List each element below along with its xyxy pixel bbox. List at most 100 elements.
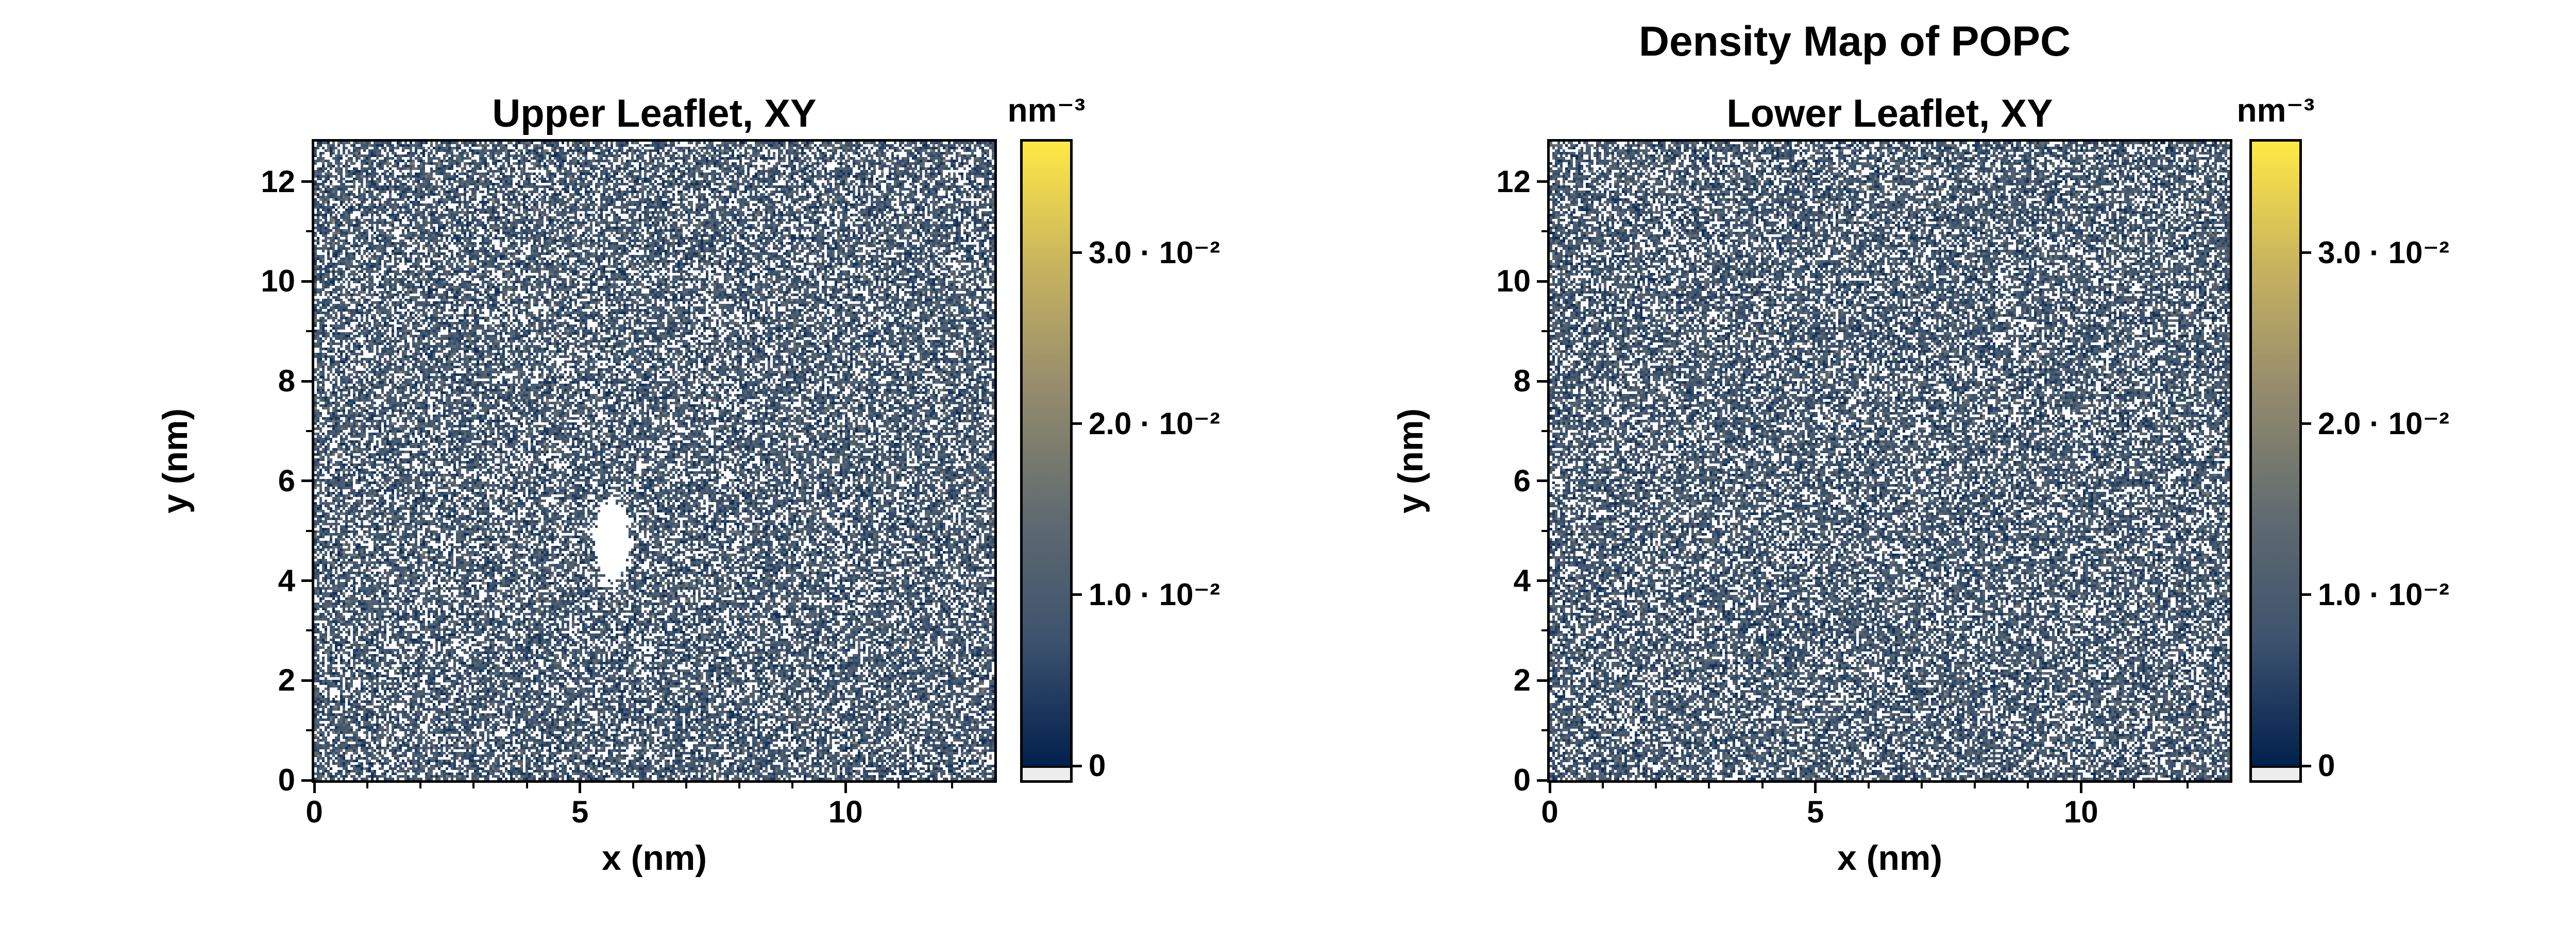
colorbar bbox=[2249, 139, 2302, 783]
y-minor-tick bbox=[306, 230, 312, 233]
x-minor-tick bbox=[1602, 783, 1604, 788]
y-tick-label: 4 bbox=[1513, 563, 1531, 598]
y-major-tick bbox=[1537, 380, 1547, 383]
colorbar bbox=[1020, 139, 1073, 783]
colorbar-tick-label: 0 bbox=[1089, 748, 1106, 783]
y-tick-label: 8 bbox=[278, 364, 295, 398]
colorbar-tick-label: 2.0 · 10⁻² bbox=[1089, 406, 1221, 441]
x-axis-label: x (nm) bbox=[1837, 838, 1942, 878]
colorbar-tick bbox=[1073, 422, 1082, 425]
y-major-tick bbox=[301, 579, 312, 582]
y-major-tick bbox=[1537, 679, 1547, 682]
x-major-tick bbox=[579, 783, 582, 793]
x-minor-tick bbox=[472, 783, 475, 788]
colorbar-under-swatch bbox=[2252, 766, 2299, 780]
y-tick-label: 2 bbox=[1513, 663, 1531, 698]
y-major-tick bbox=[301, 479, 312, 483]
y-minor-tick bbox=[306, 529, 312, 532]
y-major-tick bbox=[1537, 779, 1547, 782]
colorbar-tick bbox=[2302, 593, 2311, 596]
x-minor-tick bbox=[2133, 783, 2136, 788]
plot-area bbox=[1547, 139, 2232, 783]
colorbar-unit-label: nm⁻³ bbox=[2236, 92, 2315, 129]
colorbar-tick bbox=[1073, 251, 1082, 254]
y-major-tick bbox=[301, 679, 312, 682]
x-major-tick bbox=[2079, 783, 2082, 793]
y-minor-tick bbox=[306, 729, 312, 732]
x-minor-tick bbox=[1974, 783, 1976, 788]
y-tick-label: 0 bbox=[1513, 763, 1531, 797]
x-major-tick bbox=[313, 783, 316, 793]
x-minor-tick bbox=[632, 783, 634, 788]
y-tick-label: 10 bbox=[261, 264, 295, 299]
figure-title: Density Map of POPC bbox=[1638, 18, 2071, 65]
colorbar-gradient bbox=[2252, 142, 2299, 766]
colorbar-tick-label: 2.0 · 10⁻² bbox=[2318, 406, 2450, 441]
x-major-tick bbox=[1814, 783, 1817, 793]
y-major-tick bbox=[301, 380, 312, 383]
y-major-tick bbox=[301, 779, 312, 782]
colorbar-tick-label: 3.0 · 10⁻² bbox=[2318, 235, 2450, 270]
panel-title: Upper Leaflet, XY bbox=[492, 92, 817, 135]
y-tick-label: 8 bbox=[1513, 364, 1531, 398]
heatmap-canvas bbox=[314, 142, 994, 780]
colorbar-tick bbox=[2302, 422, 2311, 425]
x-major-tick bbox=[1548, 783, 1551, 793]
y-minor-tick bbox=[1541, 529, 1547, 532]
y-axis-label: y (nm) bbox=[1391, 408, 1430, 513]
x-tick-label: 0 bbox=[1541, 795, 1558, 829]
y-major-tick bbox=[1537, 280, 1547, 283]
colorbar-tick bbox=[1073, 764, 1082, 767]
plot-area bbox=[312, 139, 997, 783]
colorbar-under-swatch bbox=[1023, 766, 1070, 780]
y-major-tick bbox=[301, 280, 312, 283]
colorbar-tick-label: 1.0 · 10⁻² bbox=[2318, 577, 2450, 612]
x-minor-tick bbox=[1867, 783, 1870, 788]
x-tick-label: 5 bbox=[571, 795, 589, 829]
x-minor-tick bbox=[2027, 783, 2029, 788]
y-tick-label: 2 bbox=[278, 663, 295, 698]
y-axis-label: y (nm) bbox=[156, 408, 195, 513]
x-minor-tick bbox=[419, 783, 422, 788]
x-minor-tick bbox=[738, 783, 740, 788]
y-tick-label: 4 bbox=[278, 563, 295, 598]
x-tick-label: 10 bbox=[828, 795, 863, 829]
x-minor-tick bbox=[951, 783, 953, 788]
colorbar-tick-label: 3.0 · 10⁻² bbox=[1089, 235, 1221, 270]
y-minor-tick bbox=[306, 430, 312, 432]
x-minor-tick bbox=[1920, 783, 1923, 788]
x-minor-tick bbox=[685, 783, 687, 788]
y-major-tick bbox=[1537, 479, 1547, 483]
colorbar-tick bbox=[2302, 764, 2311, 767]
x-tick-label: 0 bbox=[306, 795, 323, 829]
y-tick-label: 0 bbox=[278, 763, 295, 797]
y-minor-tick bbox=[306, 330, 312, 333]
x-tick-label: 10 bbox=[2063, 795, 2098, 829]
x-minor-tick bbox=[366, 783, 369, 788]
colorbar-tick-label: 0 bbox=[2318, 748, 2335, 783]
colorbar-tick bbox=[2302, 251, 2311, 254]
colorbar-unit-label: nm⁻³ bbox=[1007, 92, 1086, 129]
y-tick-label: 12 bbox=[1496, 164, 1531, 199]
x-minor-tick bbox=[1761, 783, 1764, 788]
panel-title: Lower Leaflet, XY bbox=[1726, 92, 2053, 135]
y-minor-tick bbox=[1541, 330, 1547, 333]
x-minor-tick bbox=[791, 783, 794, 788]
heatmap-canvas bbox=[1550, 142, 2230, 780]
colorbar-gradient bbox=[1023, 142, 1070, 766]
y-major-tick bbox=[1537, 180, 1547, 183]
x-minor-tick bbox=[2186, 783, 2189, 788]
y-tick-label: 10 bbox=[1496, 264, 1531, 299]
y-tick-label: 6 bbox=[278, 463, 295, 498]
colorbar-tick bbox=[1073, 593, 1082, 596]
y-minor-tick bbox=[1541, 629, 1547, 632]
x-tick-label: 5 bbox=[1806, 795, 1824, 829]
colorbar-tick-label: 1.0 · 10⁻² bbox=[1089, 577, 1221, 612]
x-minor-tick bbox=[897, 783, 900, 788]
y-tick-label: 6 bbox=[1513, 463, 1531, 498]
y-major-tick bbox=[1537, 579, 1547, 582]
